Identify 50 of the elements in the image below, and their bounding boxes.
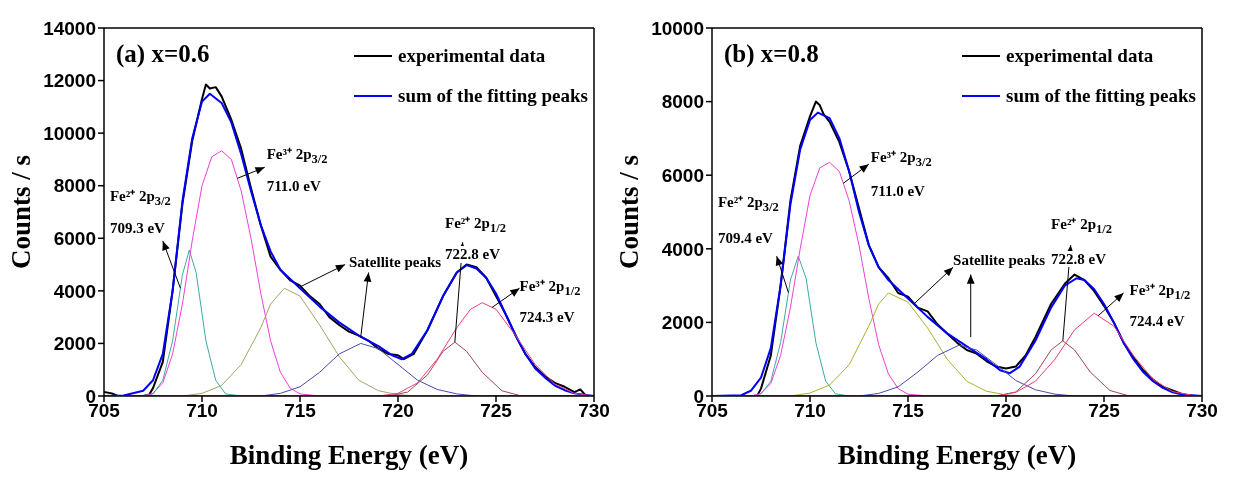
x-axis-title: Binding Energy (eV) [229,440,469,470]
x-tick-label: 715 [284,400,317,422]
text: (b) x=0.8 [724,40,819,68]
y-tick-label: 10000 [651,17,704,39]
x-tick-label: 725 [1088,400,1121,422]
annotation: Fe²⁺ 2p$_{1/2}$ [1051,215,1112,237]
annotation: Satellite peaks [953,252,1046,269]
y-tick-label: 10000 [43,122,96,144]
legend-label: experimental data [397,45,546,67]
legend-label: sum of the fitting peaks [397,85,588,107]
annotation: Satellite peaks [349,254,442,271]
x-tick-label: 730 [578,400,610,422]
x-tick-label: 730 [1186,400,1218,422]
x-tick-label: 720 [990,400,1022,422]
x-axis-title: Binding Energy (eV) [837,440,1077,470]
y-tick-label: 12000 [43,70,96,92]
y-tick-label: 8000 [53,175,96,197]
y-tick-label: 6000 [661,164,704,186]
annotation: 724.4 eV [1129,313,1185,330]
annotation: Fe²⁺ 2p$_{3/2}$ [109,188,171,210]
annotation: Fe²⁺ 2p$_{3/2}$ [717,193,779,215]
annotation: Fe²⁺ 2p$_{1/2}$ [445,214,506,236]
annotation: 724.3 eV [519,309,575,326]
annotation: 711.0 eV [266,177,321,195]
annotation: 722.8 eV [445,246,501,263]
y-tick-label: 6000 [53,228,96,250]
annotation: 709.4 eV [717,230,773,247]
annotation: Fe³⁺ 2p$_{3/2}$ [870,149,932,171]
annotation: Fe³⁺ 2p$_{1/2}$ [1129,281,1191,303]
x-tick-label: 715 [892,400,925,422]
x-tick-label: 720 [382,400,414,422]
legend-label: experimental data [1005,45,1154,67]
y-tick-label: 4000 [53,280,96,302]
legend-label: sum of the fitting peaks [1005,85,1196,107]
x-tick-label: 710 [794,400,826,422]
annotation: Fe³⁺ 2p$_{3/2}$ [266,146,328,168]
y-tick-label: 2000 [53,333,96,355]
annotation: Fe³⁺ 2p$_{1/2}$ [519,277,581,299]
y-tick-label: 8000 [661,91,704,113]
x-tick-label: 725 [480,400,513,422]
annotation: 709.3 eV [109,219,165,237]
y-tick-label: 14000 [43,17,96,39]
x-tick-label: 710 [186,400,218,422]
annotation: 711.0 eV [870,182,925,200]
y-axis-title: Counts / s [5,154,36,270]
text: (a) x=0.6 [116,40,210,68]
y-axis-title: Counts / s [613,154,644,270]
y-tick-label: 4000 [661,238,704,260]
annotation: 722.8 eV [1051,250,1107,268]
y-tick-label: 2000 [661,312,704,334]
